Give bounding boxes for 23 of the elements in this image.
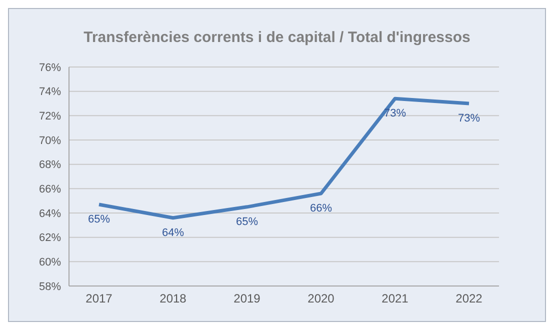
- y-tick-label: 62%: [38, 232, 62, 244]
- y-tick-label: 66%: [38, 184, 62, 196]
- x-tick-label: 2021: [382, 292, 409, 306]
- data-label: 73%: [458, 112, 480, 124]
- y-tick-label: 74%: [38, 86, 62, 98]
- chart-title: Transferències corrents i de capital / Total d'ingressos: [82, 28, 472, 48]
- data-label: 65%: [236, 216, 258, 228]
- data-label: 65%: [88, 213, 110, 226]
- y-tick-label: 72%: [38, 110, 62, 123]
- data-label: 73%: [384, 108, 406, 120]
- y-tick-label: 64%: [38, 208, 62, 220]
- x-tick-label: 2022: [456, 292, 483, 306]
- x-tick-label: 2019: [234, 292, 261, 306]
- y-tick-label: 76%: [38, 62, 62, 74]
- x-tick-label: 2017: [86, 292, 113, 306]
- y-tick-label: 68%: [38, 159, 62, 172]
- y-tick-label: 58%: [38, 280, 62, 293]
- y-tick-label: 70%: [38, 134, 62, 147]
- x-tick-label: 2020: [308, 292, 335, 306]
- x-tick-label: 2018: [160, 292, 187, 306]
- data-label: 66%: [310, 202, 332, 215]
- data-label: 64%: [162, 226, 184, 239]
- y-tick-label: 60%: [38, 256, 62, 269]
